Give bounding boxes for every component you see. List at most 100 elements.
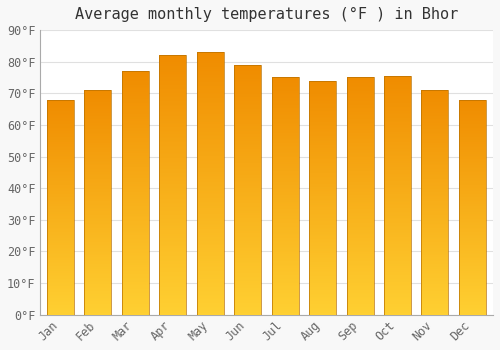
Bar <box>234 141 261 142</box>
Bar <box>196 199 224 201</box>
Bar <box>196 60 224 61</box>
Bar <box>122 76 148 77</box>
Bar <box>309 215 336 216</box>
Bar <box>196 136 224 138</box>
Bar <box>384 304 411 305</box>
Bar <box>234 132 261 133</box>
Bar <box>346 296 374 297</box>
Bar <box>422 244 448 245</box>
Bar <box>459 190 486 191</box>
Bar <box>272 165 298 166</box>
Bar <box>272 201 298 202</box>
Bar <box>309 135 336 137</box>
Bar <box>159 71 186 72</box>
Bar <box>272 235 298 236</box>
Bar <box>196 312 224 313</box>
Bar <box>422 91 448 92</box>
Bar <box>459 252 486 253</box>
Bar <box>346 162 374 163</box>
Bar <box>122 271 148 272</box>
Bar <box>384 130 411 131</box>
Bar <box>309 208 336 209</box>
Bar <box>46 276 74 277</box>
Bar <box>346 201 374 202</box>
Bar <box>459 221 486 222</box>
Bar <box>234 296 261 297</box>
Bar <box>234 81 261 82</box>
Bar <box>459 120 486 121</box>
Bar <box>459 290 486 291</box>
Bar <box>422 294 448 295</box>
Bar <box>459 270 486 271</box>
Bar <box>159 158 186 159</box>
Bar <box>84 184 111 186</box>
Bar <box>346 190 374 191</box>
Bar <box>309 150 336 151</box>
Bar <box>309 223 336 224</box>
Bar <box>346 207 374 208</box>
Bar <box>159 295 186 296</box>
Bar <box>196 63 224 64</box>
Bar <box>46 296 74 298</box>
Bar <box>159 289 186 290</box>
Bar <box>309 224 336 226</box>
Bar <box>234 86 261 87</box>
Bar <box>159 293 186 294</box>
Bar <box>309 194 336 195</box>
Bar <box>346 240 374 241</box>
Bar <box>346 215 374 216</box>
Bar <box>234 108 261 110</box>
Bar <box>272 255 298 257</box>
Bar <box>84 128 111 130</box>
Bar <box>196 177 224 178</box>
Bar <box>309 157 336 158</box>
Bar <box>272 107 298 108</box>
Bar <box>159 112 186 114</box>
Bar <box>459 119 486 120</box>
Bar <box>272 93 298 94</box>
Bar <box>234 289 261 291</box>
Bar <box>459 102 486 103</box>
Bar <box>234 181 261 182</box>
Bar <box>459 217 486 218</box>
Bar <box>234 233 261 235</box>
Bar <box>196 110 224 111</box>
Bar <box>234 110 261 111</box>
Bar <box>234 247 261 248</box>
Bar <box>159 197 186 198</box>
Bar <box>196 253 224 254</box>
Bar <box>234 66 261 67</box>
Bar <box>384 174 411 175</box>
Bar <box>422 218 448 219</box>
Bar <box>234 125 261 126</box>
Bar <box>196 143 224 144</box>
Bar <box>384 94 411 95</box>
Bar <box>459 198 486 200</box>
Bar <box>159 159 186 160</box>
Bar <box>272 298 298 299</box>
Bar <box>159 99 186 101</box>
Bar <box>46 139 74 140</box>
Bar <box>346 305 374 306</box>
Bar <box>84 237 111 238</box>
Bar <box>84 114 111 115</box>
Bar <box>422 144 448 145</box>
Bar <box>346 202 374 203</box>
Bar <box>196 286 224 287</box>
Bar <box>346 260 374 261</box>
Bar <box>234 113 261 115</box>
Bar <box>46 243 74 244</box>
Bar <box>159 185 186 186</box>
Bar <box>422 130 448 131</box>
Bar <box>346 232 374 233</box>
Bar <box>459 206 486 207</box>
Bar <box>159 85 186 86</box>
Bar <box>159 306 186 307</box>
Bar <box>384 81 411 82</box>
Bar <box>309 169 336 171</box>
Bar <box>159 168 186 169</box>
Bar <box>46 260 74 261</box>
Bar <box>196 194 224 195</box>
Bar <box>196 165 224 166</box>
Bar <box>272 151 298 152</box>
